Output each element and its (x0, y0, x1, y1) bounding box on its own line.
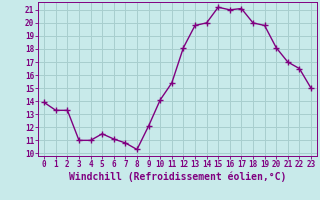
X-axis label: Windchill (Refroidissement éolien,°C): Windchill (Refroidissement éolien,°C) (69, 172, 286, 182)
